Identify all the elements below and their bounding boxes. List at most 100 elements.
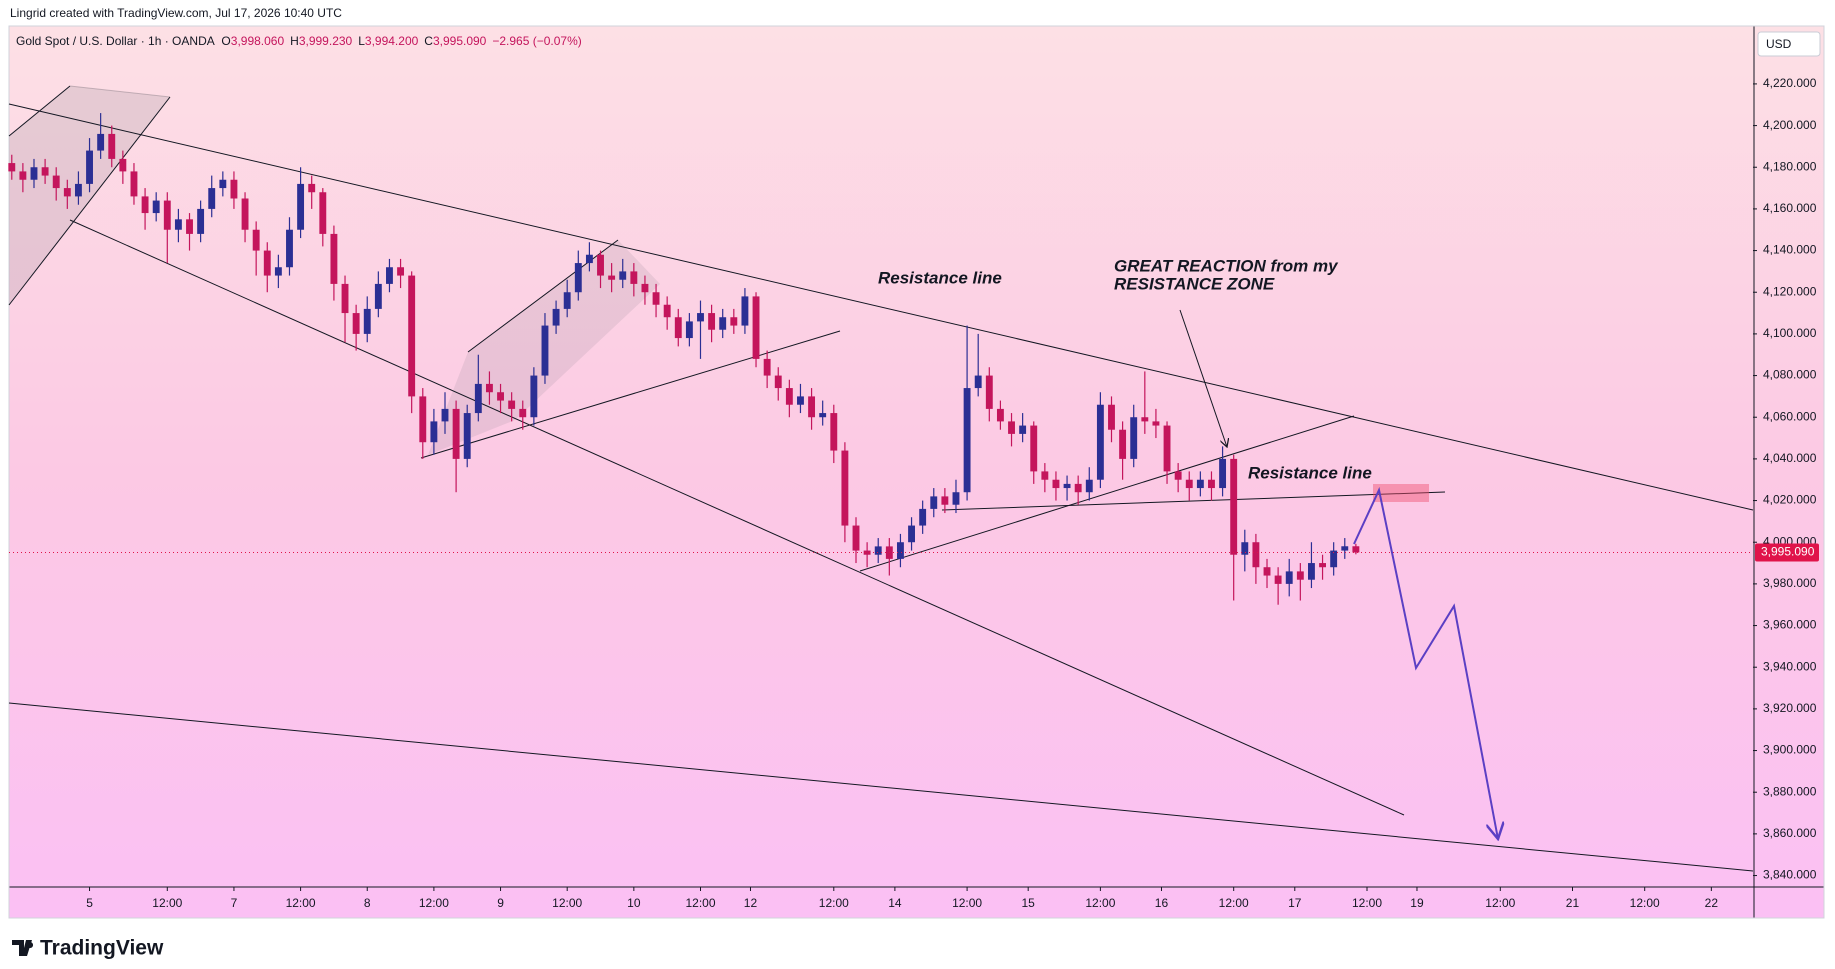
x-tick-label: 12:00 [1219,896,1249,910]
candle-body [1041,471,1049,480]
candle-body [152,200,160,214]
candle-body [1085,479,1093,493]
candle-body [1330,550,1338,568]
candle-body [530,375,538,418]
candle-body [463,413,471,459]
credit: Lingrid created with TradingView.com, Ju… [10,6,342,20]
y-tick-label: 3,840.000 [1763,868,1817,882]
x-tick-label: 12:00 [1352,896,1382,910]
wedge-line [420,330,841,459]
logo-text: TradingView [40,937,164,960]
candle-body [619,271,627,280]
chart-frame [8,25,1825,919]
candle-body [1274,575,1282,584]
candle-body [1230,458,1238,555]
candle-body [374,283,382,309]
candle-body [597,254,604,276]
x-tick-label: 12:00 [152,896,182,910]
candle-body [574,263,582,293]
candle-body [386,267,393,284]
candle-body [274,267,282,276]
y-tick-label: 3,920.000 [1763,701,1817,715]
x-tick-label: 16 [1155,896,1169,910]
candle-body [1163,425,1171,472]
resistance-line [941,491,1446,511]
ohlc-key: H [290,34,299,48]
x-tick-label: 21 [1566,896,1580,910]
x-tick-label: 12:00 [952,896,982,910]
y-tick-label: 3,900.000 [1763,743,1817,757]
candle-body [519,408,527,418]
candle-body [674,317,682,339]
candle-body [1008,421,1015,434]
currency: USD [1766,37,1792,51]
candle-body [852,525,860,551]
channel-line [69,219,1405,816]
y-tick-label: 4,220.000 [1763,76,1817,90]
candle-body [1152,421,1160,426]
x-tick-label: 12 [744,896,758,910]
chart-background [9,26,1824,918]
candle-body [663,304,671,318]
candle-body [941,496,949,505]
candle-body [41,167,49,176]
candle-body [1241,542,1249,555]
candle-body [896,542,904,559]
y-tick-label: 3,960.000 [1763,618,1817,632]
candle-body [763,358,771,376]
candle-body [1108,404,1115,430]
x-tick-label: 19 [1410,896,1424,910]
candle-body [63,188,71,197]
y-tick-label: 3,880.000 [1763,784,1817,798]
candle-body [108,133,116,159]
candle-body [630,271,638,284]
candle-body [319,192,327,234]
annotation: Resistance line [1248,463,1372,482]
candle-body [808,396,816,418]
candle-body [785,388,793,405]
x-tick-label: 12:00 [819,896,849,910]
candle-body [774,375,782,389]
candle-body [397,267,405,276]
resistance-zone [1373,484,1429,502]
y-tick-label: 4,100.000 [1763,326,1817,340]
x-tick-label: 12:00 [1085,896,1115,910]
x-tick-label: 5 [86,896,93,910]
x-tick-label: 12:00 [685,896,715,910]
candle-body [474,383,482,414]
candle-body [263,250,271,276]
logo-icon [12,940,34,956]
candle-body [730,317,738,326]
candle-body [52,175,60,189]
y-tick-label: 3,860.000 [1763,826,1817,840]
candle-body [452,408,460,459]
candle-body [297,183,305,230]
candle-body [352,313,360,334]
x-tick-label: 15 [1022,896,1036,910]
candle-body [174,219,182,230]
annotation: RESISTANCE ZONE [1114,274,1275,293]
wedge-line [8,96,171,306]
x-tick-label: 17 [1288,896,1302,910]
candle-body [797,396,804,405]
candle-body [1130,417,1138,459]
candle-body [163,200,171,230]
candles [8,113,1360,605]
candle-body [563,292,571,309]
ohlc-key: L [358,34,365,48]
y-tick-label: 4,060.000 [1763,409,1817,423]
candle-body [141,196,149,214]
candle-body [708,313,716,330]
candle-body [197,208,205,234]
candle-body [186,219,193,234]
rising-line [859,415,1355,572]
candle-body [1174,471,1182,480]
candle-body [1096,404,1104,480]
candle-body [230,179,238,199]
candle-body [1252,542,1260,568]
candle-body [1285,571,1293,584]
candle-body [441,408,449,422]
candle-body [1030,425,1038,472]
candle-body [485,383,493,393]
ohlc-value: 3,998.060 [231,34,285,48]
